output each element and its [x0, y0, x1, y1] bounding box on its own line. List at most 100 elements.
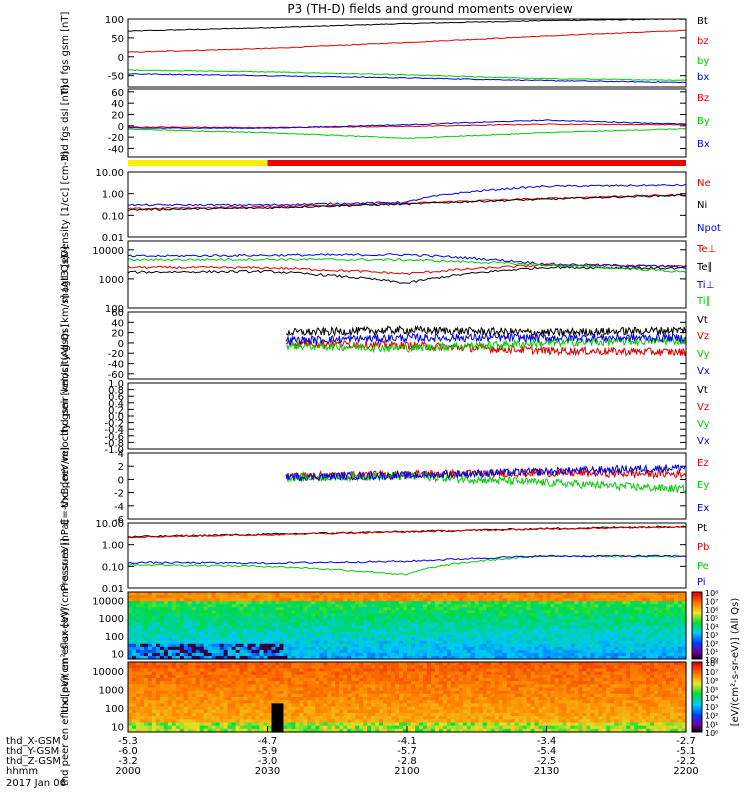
heatmap-cell: [139, 681, 145, 685]
heatmap-cell: [678, 643, 683, 648]
heatmap-cell: [128, 728, 133, 733]
heatmap-cell: [271, 690, 277, 695]
heatmap-cell: [243, 684, 249, 689]
heatmap-cell: [131, 598, 137, 602]
heatmap-cell: [219, 687, 225, 692]
heatmap-cell: [422, 674, 428, 679]
panel-ylabel: thd fgs dsl [nT]: [60, 85, 71, 161]
heatmap-cell: [490, 619, 496, 624]
heatmap-cell: [442, 646, 448, 651]
heatmap-cell: [167, 625, 173, 630]
heatmap-cell: [343, 684, 348, 689]
heatmap-cell: [203, 719, 209, 724]
heatmap-cell: [598, 619, 603, 624]
heatmap-cell: [522, 643, 528, 648]
heatmap-cell: [387, 725, 392, 730]
heatmap-cell: [131, 677, 137, 682]
heatmap-cell: [502, 601, 508, 605]
heatmap-cell: [339, 631, 344, 636]
heatmap-cell: [399, 671, 404, 676]
heatmap-cell: [622, 646, 627, 651]
heatmap-cell: [215, 684, 221, 689]
heatmap-cell: [407, 690, 412, 695]
heatmap-cell: [418, 655, 424, 660]
heatmap-cell: [171, 607, 177, 611]
heatmap-cell: [407, 634, 412, 639]
heatmap-cell: [403, 725, 408, 730]
heatmap-cell: [307, 613, 312, 617]
heatmap-cell: [418, 728, 424, 733]
heatmap-cell: [355, 684, 360, 689]
heatmap-cell: [299, 700, 304, 704]
y-tick-label: 1000: [99, 614, 124, 625]
heatmap-cell: [275, 703, 281, 708]
heatmap-cell: [147, 613, 153, 617]
heatmap-cell: [371, 703, 376, 708]
heatmap-cell: [159, 712, 165, 717]
heatmap-cell: [650, 637, 655, 642]
heatmap-cell: [139, 598, 145, 602]
heatmap-cell: [395, 681, 400, 685]
heatmap-cell: [387, 706, 392, 711]
heatmap-cell: [630, 625, 635, 630]
heatmap-cell: [530, 607, 536, 611]
heatmap-cell: [195, 681, 201, 685]
heatmap-cell: [598, 607, 603, 611]
heatmap-cell: [151, 628, 157, 633]
heatmap-cell: [191, 684, 197, 689]
heatmap-cell: [219, 610, 225, 614]
heatmap-cell: [478, 646, 484, 651]
heatmap-cell: [434, 616, 440, 621]
heatmap-cell: [151, 610, 157, 614]
heatmap-cell: [434, 613, 440, 617]
heatmap-cell: [606, 616, 611, 621]
heatmap-cell: [323, 716, 328, 720]
heatmap-cell: [518, 592, 524, 596]
heatmap-cell: [510, 616, 516, 621]
heatmap-cell: [179, 681, 185, 685]
heatmap-cell: [219, 646, 225, 651]
heatmap-cell: [662, 652, 667, 657]
heatmap-cell: [211, 687, 217, 692]
heatmap-cell: [550, 592, 556, 596]
heatmap-cell: [235, 643, 241, 648]
heatmap-cell: [542, 625, 548, 630]
heatmap-cell: [151, 622, 157, 627]
heatmap-cell: [546, 592, 552, 596]
heatmap-cell: [658, 655, 663, 660]
heatmap-cell: [227, 665, 233, 669]
heatmap-cell: [163, 610, 169, 614]
heatmap-cell: [387, 700, 392, 704]
heatmap-cell: [143, 662, 149, 666]
heatmap-cell: [303, 604, 308, 608]
heatmap-cell: [355, 601, 360, 605]
heatmap-cell: [387, 716, 392, 720]
heatmap-cell: [414, 690, 420, 695]
heatmap-cell: [562, 610, 568, 614]
heatmap-cell: [331, 706, 336, 711]
heatmap-cell: [151, 601, 157, 605]
heatmap-cell: [359, 662, 364, 666]
heatmap-cell: [335, 616, 340, 621]
heatmap-cell: [139, 607, 145, 611]
heatmap-cell: [578, 640, 583, 645]
heatmap-cell: [223, 655, 229, 660]
heatmap-cell: [179, 601, 185, 605]
heatmap-cell: [371, 709, 376, 714]
heatmap-cell: [267, 655, 273, 660]
heatmap-cell: [359, 628, 364, 633]
heatmap-cell: [367, 640, 372, 645]
heatmap-cell: [263, 662, 269, 666]
heatmap-cell: [594, 595, 599, 599]
heatmap-cell: [295, 684, 300, 689]
heatmap-cell: [474, 592, 480, 596]
heatmap-cell: [275, 662, 281, 666]
heatmap-cell: [139, 604, 145, 608]
heatmap-cell: [363, 674, 368, 679]
heatmap-cell: [434, 610, 440, 614]
heatmap-cell: [638, 649, 643, 654]
heatmap-cell: [223, 700, 229, 704]
heatmap-cell: [430, 649, 436, 654]
heatmap-cell: [339, 634, 344, 639]
